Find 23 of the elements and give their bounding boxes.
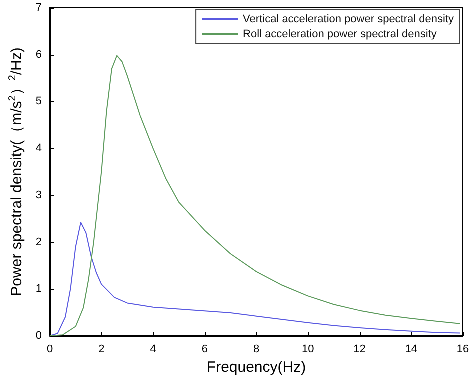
x-tick-label: 16	[456, 344, 470, 356]
legend-label: Vertical acceleration power spectral density	[243, 14, 454, 26]
line-series	[50, 222, 461, 336]
y-tick-label: 3	[36, 189, 42, 202]
x-axis-title: Frequency(Hz)	[206, 358, 306, 376]
y-tick-label: 4	[36, 142, 42, 155]
line-series	[50, 55, 461, 336]
x-tick-label: 10	[302, 344, 314, 356]
y-tick-label: 0	[36, 330, 42, 342]
y-axis-title: Power spectral density(（m/s2）2/Hz)	[8, 48, 26, 296]
x-tick-label: 2	[98, 344, 105, 356]
x-tick-label: 8	[253, 344, 260, 356]
x-tick-label: 4	[150, 344, 156, 356]
y-tick-label: 7	[36, 2, 42, 14]
x-tick-label: 12	[354, 344, 366, 356]
y-tick-label: 6	[36, 48, 42, 61]
y-tick-label: 1	[36, 283, 42, 296]
x-tick-label: 14	[405, 344, 418, 356]
legend-label: Roll acceleration power spectral density	[243, 28, 438, 40]
x-tick-label: 0	[46, 344, 54, 356]
y-tick-label: 5	[36, 96, 42, 108]
x-tick-label: 6	[202, 344, 208, 356]
y-tick-label: 2	[36, 236, 42, 248]
